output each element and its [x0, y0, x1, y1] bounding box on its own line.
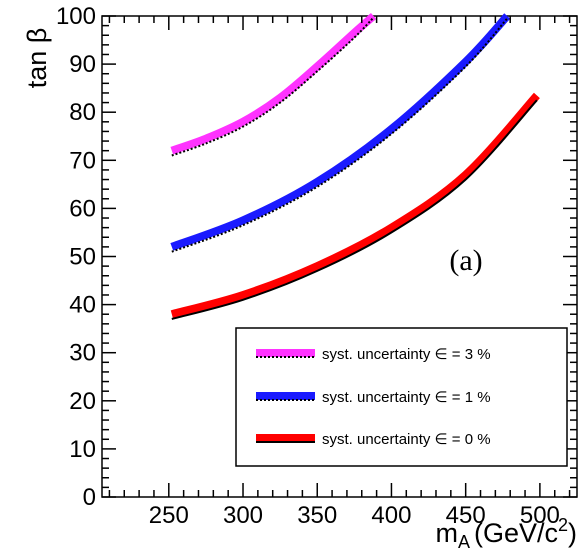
tick-labels: 250 300 350 400 450 500 0 10 20 30 40 50 60 70 80 90 100 [56, 3, 560, 529]
y-tick-label: 40 [69, 292, 96, 319]
y-tick-label: 0 [83, 484, 96, 511]
y-tick-label: 20 [69, 388, 96, 415]
legend-entries: syst. uncertainty ∈ = 3 % syst. uncertain… [256, 346, 491, 448]
x-tick-label: 250 [149, 502, 189, 529]
y-tick-label: 90 [69, 51, 96, 78]
x-tick-label: 400 [371, 502, 411, 529]
series-line-three [170, 12, 377, 155]
series-reference-line-one [171, 17, 508, 253]
axis-ticks [102, 15, 577, 498]
series-line-one [170, 13, 511, 251]
y-tick-label: 80 [69, 99, 96, 126]
y-tick-label: 70 [69, 147, 96, 174]
y-tick-label: 10 [69, 436, 96, 463]
x-axis-title: mA (GeV/c2) [435, 515, 577, 552]
curves [170, 12, 540, 320]
y-tick-label: 50 [69, 244, 96, 271]
x-tick-label: 500 [520, 502, 560, 529]
series-line-zero [170, 92, 540, 319]
y-axis-title: tan β [22, 28, 52, 89]
y-tick-label: 60 [69, 195, 96, 222]
legend: syst. uncertainty ∈ = 3 % syst. uncertain… [235, 327, 568, 467]
legend-label-three: syst. uncertainty ∈ = 3 % [322, 346, 491, 363]
x-tick-label: 300 [223, 502, 263, 529]
x-tick-label: 350 [297, 502, 337, 529]
series-reference-line-zero [171, 99, 538, 320]
x-tick-label: 450 [446, 502, 486, 529]
legend-label-zero: syst. uncertainty ∈ = 0 % [322, 431, 491, 448]
series-reference-line-three [171, 16, 375, 157]
panel-annotation: (a) [449, 244, 482, 277]
y-tick-label: 30 [69, 340, 96, 367]
legend-label-one: syst. uncertainty ∈ = 1 % [322, 389, 491, 406]
y-tick-label: 100 [56, 3, 96, 30]
